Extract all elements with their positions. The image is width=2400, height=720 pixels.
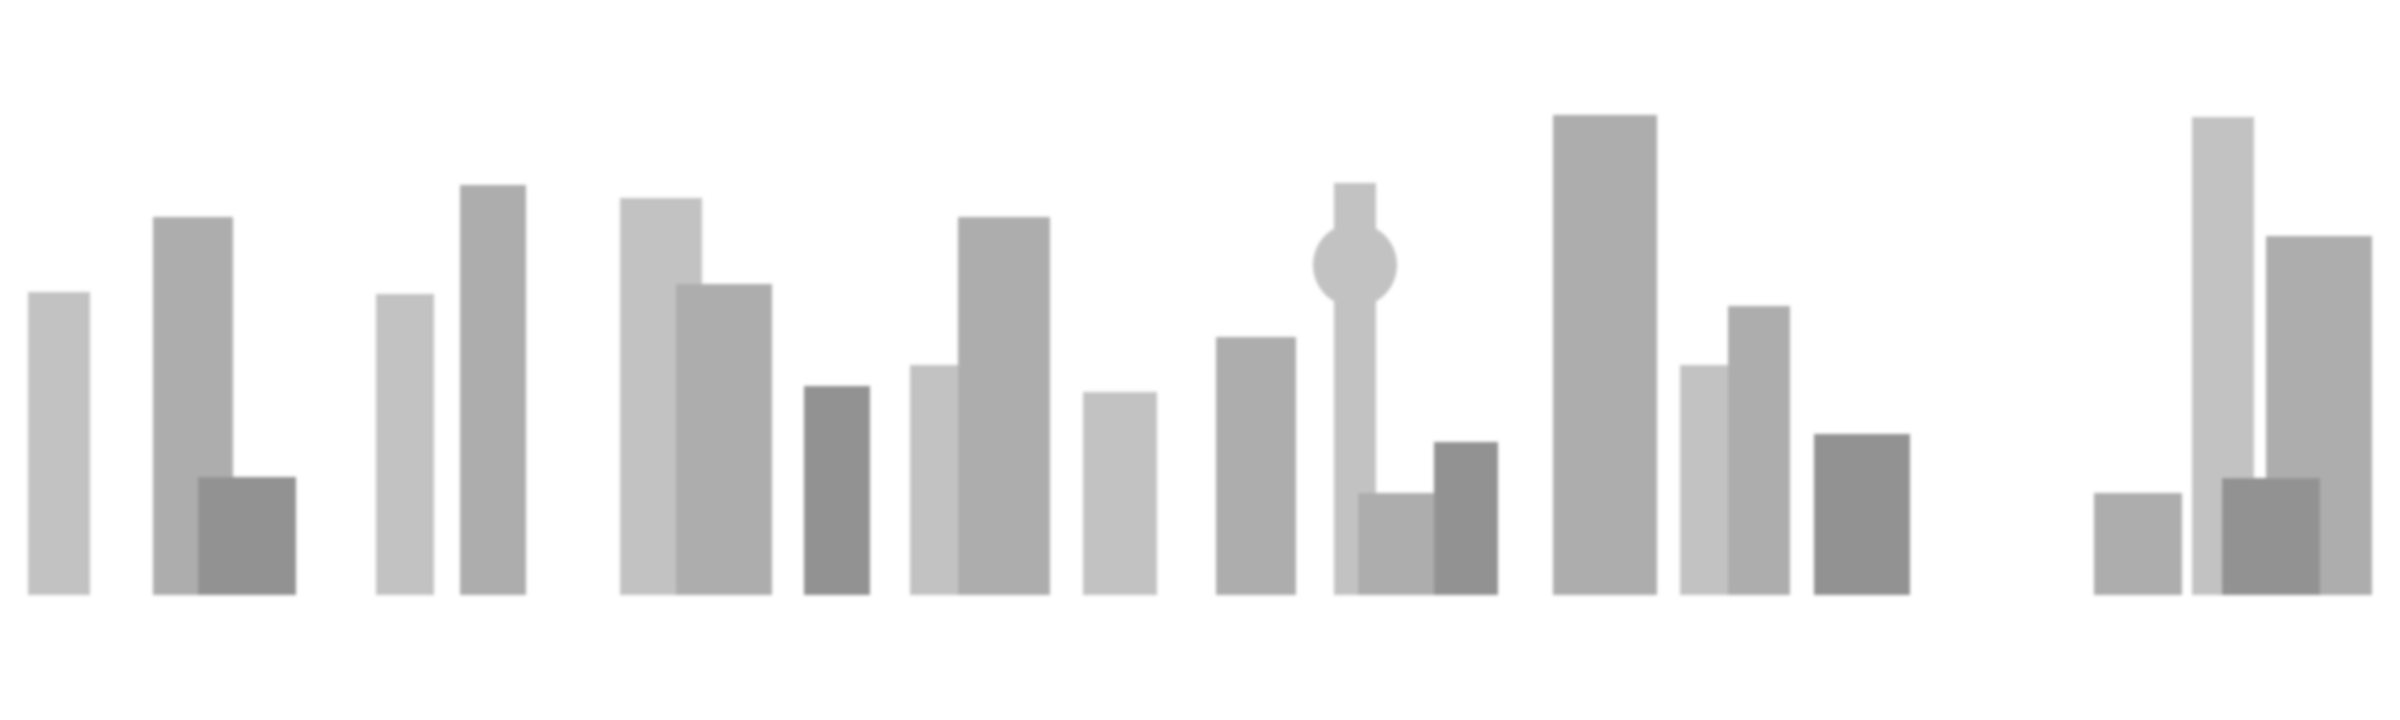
building-17 [1728,306,1790,595]
building-10 [958,217,1050,595]
building-18 [1814,434,1910,595]
building-7 [676,284,772,595]
building-13 [1358,493,1440,595]
skyline-group [28,115,2372,595]
building-12 [1216,337,1296,595]
building-19 [2094,493,2182,595]
building-1 [28,292,90,595]
building-3 [198,477,296,595]
building-22 [2222,478,2320,595]
building-9 [910,365,960,595]
building-14 [1434,442,1498,595]
building-15 [1553,115,1657,595]
building-11 [1083,392,1157,595]
building-5 [460,185,526,595]
building-4 [376,294,434,595]
building-8 [804,386,870,595]
